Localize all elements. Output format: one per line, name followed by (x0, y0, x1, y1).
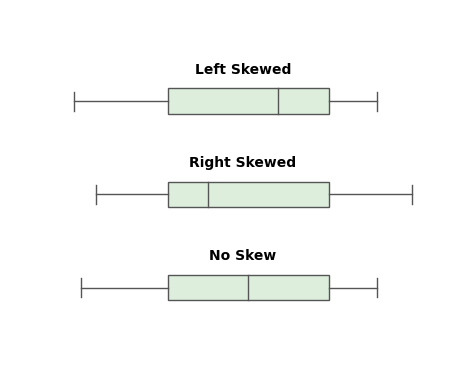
Bar (168, 182, 329, 207)
Text: No Skew: No Skew (210, 249, 276, 263)
Text: Left Skewed: Left Skewed (195, 63, 291, 77)
Bar (168, 275, 329, 300)
Bar (168, 89, 329, 114)
Text: Right Skewed: Right Skewed (189, 156, 297, 170)
